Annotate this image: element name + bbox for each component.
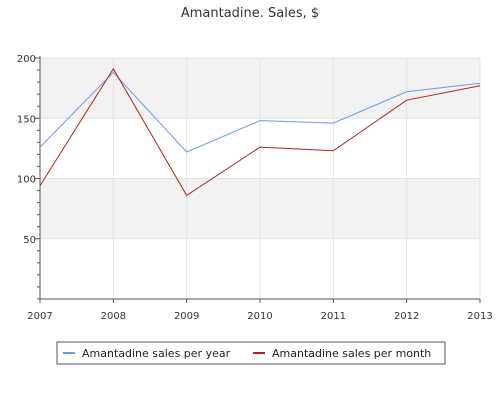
x-tick-label: 2009 [174, 311, 199, 322]
y-tick-label: 200 [17, 54, 36, 65]
series-lines [39, 67, 481, 197]
x-tick-label: 2008 [101, 311, 126, 322]
series-line-1 [39, 71, 481, 153]
x-tick-labels: 2007 2008 2009 2010 2011 2012 2013 [27, 311, 492, 322]
legend-label-1: Amantadine sales per year [82, 347, 231, 360]
legend-label-2: Amantadine sales per month [272, 347, 431, 360]
legend: Amantadine sales per year Amantadine sale… [56, 341, 446, 365]
y-tick-label: 100 [17, 175, 36, 186]
x-tick-label: 2013 [467, 311, 492, 322]
series-line-2 [39, 67, 481, 197]
grid-lines [39, 57, 481, 299]
axes [35, 56, 481, 303]
y-tick-labels: 50 100 150 200 [17, 54, 36, 246]
x-tick-label: 2007 [27, 311, 52, 322]
legend-box [56, 341, 446, 365]
x-tick-label: 2011 [321, 311, 346, 322]
y-tick-label: 150 [17, 114, 36, 125]
x-tick-label: 2010 [247, 311, 272, 322]
y-tick-label: 50 [23, 235, 36, 246]
x-tick-label: 2012 [394, 311, 419, 322]
chart-title: Amantadine. Sales, $ [180, 6, 320, 21]
